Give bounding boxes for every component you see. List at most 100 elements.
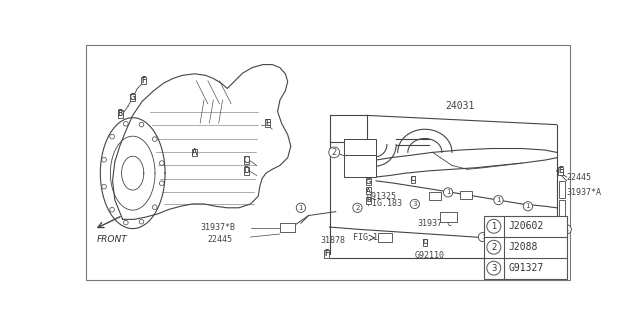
Circle shape: [478, 232, 488, 242]
Bar: [280, 223, 296, 232]
Text: G: G: [130, 93, 136, 102]
Circle shape: [487, 219, 500, 233]
Circle shape: [524, 202, 532, 211]
FancyBboxPatch shape: [366, 178, 371, 185]
Bar: [344, 154, 376, 177]
Text: B: B: [118, 109, 123, 118]
Circle shape: [487, 261, 500, 275]
Text: F: F: [324, 250, 328, 259]
Text: E: E: [265, 119, 270, 128]
FancyBboxPatch shape: [193, 148, 197, 156]
Circle shape: [521, 232, 531, 242]
Bar: [460, 191, 472, 198]
Text: C: C: [244, 156, 249, 164]
Circle shape: [296, 203, 305, 212]
Text: G: G: [365, 179, 371, 185]
Circle shape: [124, 220, 128, 225]
Text: D: D: [244, 166, 250, 175]
Text: 2: 2: [491, 243, 497, 252]
Text: 1: 1: [525, 203, 530, 209]
Text: 1: 1: [299, 205, 303, 211]
Text: B: B: [366, 197, 371, 203]
Text: 1: 1: [481, 234, 485, 240]
Text: 1: 1: [564, 226, 569, 232]
Text: B: B: [118, 109, 123, 118]
Text: 22445: 22445: [208, 235, 233, 244]
Text: G91325: G91325: [367, 192, 397, 201]
Circle shape: [139, 220, 144, 224]
Circle shape: [159, 181, 164, 186]
FancyBboxPatch shape: [558, 167, 563, 175]
Text: A: A: [366, 188, 371, 194]
Text: 31937*B: 31937*B: [200, 223, 235, 232]
Text: J20602: J20602: [509, 221, 544, 231]
Text: C: C: [244, 156, 249, 164]
FancyBboxPatch shape: [411, 176, 415, 183]
FancyBboxPatch shape: [131, 94, 135, 101]
FancyBboxPatch shape: [244, 156, 249, 164]
Text: D: D: [422, 239, 428, 245]
Circle shape: [109, 134, 115, 139]
Text: G: G: [130, 93, 136, 102]
Text: 1: 1: [491, 222, 497, 231]
Bar: [562, 219, 566, 232]
Circle shape: [139, 122, 144, 127]
Text: 2: 2: [355, 205, 360, 211]
FancyBboxPatch shape: [324, 250, 329, 258]
Circle shape: [410, 199, 419, 209]
FancyBboxPatch shape: [366, 196, 371, 204]
Text: 2: 2: [332, 148, 337, 157]
Text: 24031: 24031: [445, 101, 474, 111]
Text: 31937*A: 31937*A: [566, 188, 602, 197]
Bar: [559, 200, 565, 217]
FancyBboxPatch shape: [265, 119, 270, 127]
Bar: [559, 181, 565, 198]
Text: B: B: [366, 197, 371, 203]
Text: C: C: [411, 176, 415, 182]
FancyBboxPatch shape: [422, 239, 427, 246]
Circle shape: [353, 203, 362, 212]
Circle shape: [152, 137, 157, 141]
Circle shape: [159, 161, 164, 165]
Text: FRONT: FRONT: [97, 235, 128, 244]
Text: A180001203: A180001203: [522, 270, 568, 279]
Text: F: F: [324, 250, 328, 259]
Circle shape: [109, 207, 115, 212]
Text: 3: 3: [491, 264, 497, 273]
Circle shape: [102, 184, 106, 189]
Text: FIG.182: FIG.182: [353, 233, 388, 242]
Text: F: F: [141, 76, 146, 85]
Text: A: A: [366, 188, 371, 194]
Text: J2088: J2088: [509, 242, 538, 252]
Circle shape: [329, 147, 340, 158]
Text: F: F: [141, 76, 146, 85]
Text: FIG.183: FIG.183: [367, 199, 402, 208]
Bar: [440, 212, 458, 222]
Text: 31878: 31878: [320, 236, 345, 245]
Circle shape: [487, 240, 500, 254]
Text: 1: 1: [446, 189, 451, 196]
Text: G: G: [365, 179, 371, 185]
Text: E: E: [558, 166, 563, 175]
Text: 22445: 22445: [566, 172, 592, 181]
Text: C: C: [411, 176, 415, 182]
Text: A: A: [192, 148, 197, 157]
Circle shape: [102, 157, 106, 162]
Text: D: D: [422, 239, 428, 245]
Text: D: D: [244, 166, 250, 175]
Circle shape: [494, 196, 503, 205]
FancyBboxPatch shape: [244, 167, 249, 175]
Text: 3: 3: [413, 201, 417, 207]
Circle shape: [562, 225, 572, 234]
Circle shape: [552, 242, 561, 251]
Text: G92110: G92110: [415, 251, 445, 260]
Circle shape: [444, 188, 452, 197]
FancyBboxPatch shape: [366, 188, 371, 194]
Text: G91327: G91327: [509, 263, 544, 273]
Bar: [484, 216, 567, 279]
Circle shape: [152, 205, 157, 210]
Text: A: A: [192, 148, 197, 157]
Bar: [378, 233, 392, 243]
Text: 1: 1: [554, 243, 559, 249]
Circle shape: [124, 121, 128, 126]
